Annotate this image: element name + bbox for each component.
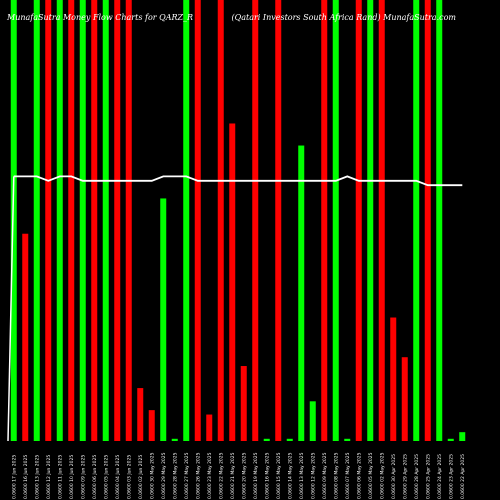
x-tick-label: 0.0600 05 May 2025 (368, 452, 374, 499)
bar-39 (459, 432, 466, 441)
bar-1 (22, 233, 29, 441)
bar-30 (355, 0, 362, 441)
x-tick-label: 0.0600 30 Apr 2025 (391, 454, 397, 499)
x-tick-label: 0.0600 16 May 2025 (264, 452, 270, 499)
x-tick-label: 0.0600 20 May 2025 (241, 452, 247, 499)
x-tick-label: 0.0600 29 Apr 2025 (402, 454, 408, 499)
money-flow-line-lead (7, 176, 15, 442)
bar-37 (436, 0, 443, 441)
x-tick-label: 0.0600 06 May 2025 (356, 452, 362, 499)
bar-17 (206, 414, 213, 441)
bar-6 (79, 0, 86, 441)
x-tick-label: 0.0600 30 May 2025 (149, 452, 155, 499)
x-tick-label: 0.0600 19 May 2025 (253, 452, 259, 499)
bar-16 (194, 0, 201, 441)
x-tick-label: 0.0600 04 Jun 2025 (115, 455, 121, 499)
x-tick-label: 0.0600 28 May 2025 (172, 452, 178, 499)
x-tick-label: 0.0600 10 Jun 2025 (69, 455, 75, 499)
bar-12 (148, 410, 155, 441)
bar-10 (125, 0, 132, 441)
bar-0 (10, 0, 17, 441)
bar-15 (183, 0, 190, 441)
bar-9 (114, 0, 121, 441)
bar-4 (56, 0, 63, 441)
bar-7 (91, 0, 98, 441)
bar-18 (217, 0, 224, 441)
x-tick-label: 0.0600 12 Jun 2025 (46, 455, 52, 499)
x-tick-label: 0.0600 07 May 2025 (345, 452, 351, 499)
bar-23 (275, 0, 282, 441)
bar-28 (332, 0, 339, 441)
bar-22 (263, 438, 270, 441)
bar-14 (171, 438, 178, 441)
x-tick-label: 0.0600 05 Jun 2025 (103, 455, 109, 499)
x-tick-label: 0.0600 24 Apr 2025 (437, 454, 443, 499)
line-group (7, 175, 463, 442)
x-tick-label: 0.0600 17 Jun 2025 (11, 455, 17, 499)
x-tick-label: 0.0600 25 Apr 2025 (425, 454, 431, 499)
bar-36 (424, 0, 431, 441)
x-tick-label: 0.0600 16 Jun 2025 (23, 455, 29, 499)
bar-8 (102, 0, 109, 441)
bar-21 (252, 0, 259, 441)
bar-13 (160, 198, 167, 441)
bar-35 (413, 0, 420, 441)
chart-title: MunafaSutra Money Flow Charts for QARZ_R (7, 13, 194, 22)
bar-20 (240, 366, 247, 441)
chart-subtitle: (Qatari Investors South Africa Rand) Mun… (231, 13, 456, 22)
bar-3 (45, 0, 52, 441)
bar-11 (137, 388, 144, 441)
bar-33 (390, 317, 397, 441)
x-tick-label: 0.0600 21 May 2025 (230, 452, 236, 499)
x-tick-label: 0.0600 09 May 2025 (322, 452, 328, 499)
bar-27 (321, 0, 328, 441)
bar-25 (298, 145, 305, 441)
x-tick-label: 0.0600 23 Apr 2025 (448, 454, 454, 499)
x-tick-label: 0.0600 27 May 2025 (184, 452, 190, 499)
bar-24 (286, 438, 293, 441)
x-tick-label: 0.0600 23 May 2025 (207, 452, 213, 499)
bar-19 (229, 123, 236, 441)
money-flow-line (13, 175, 463, 187)
x-tick-label: 0.0600 26 May 2025 (195, 452, 201, 499)
x-axis-labels: 0.0600 17 Jun 2025 0.0600 16 Jun 2025 0.06… (11, 452, 466, 499)
bar-32 (378, 0, 385, 441)
x-tick-label: 0.0600 22 May 2025 (218, 452, 224, 499)
bar-34 (401, 357, 408, 441)
x-tick-label: 0.0600 06 Jun 2025 (92, 455, 98, 499)
bar-2 (33, 0, 40, 441)
bar-group (10, 0, 466, 441)
x-tick-label: 0.0600 13 Jun 2025 (34, 455, 40, 499)
x-tick-label: 0.0600 15 May 2025 (276, 452, 282, 499)
x-tick-label: 0.0600 22 Apr 2025 (460, 454, 466, 499)
x-tick-label: 0.0600 08 May 2025 (333, 452, 339, 499)
bar-5 (68, 0, 75, 441)
x-tick-label: 0.0600 12 May 2025 (310, 452, 316, 499)
x-tick-label: 0.0600 13 May 2025 (299, 452, 305, 499)
x-tick-label: 0.0600 11 Jun 2025 (57, 455, 63, 499)
x-tick-label: 0.0600 02 Jun 2025 (138, 455, 144, 499)
x-tick-label: 0.0600 09 Jun 2025 (80, 455, 86, 499)
x-tick-label: 0.0600 03 Jun 2025 (126, 455, 132, 499)
x-tick-label: 0.0600 29 May 2025 (161, 452, 167, 499)
x-tick-label: 0.0600 28 Apr 2025 (414, 454, 420, 499)
bar-29 (344, 438, 351, 441)
bar-26 (309, 401, 316, 441)
x-tick-label: 0.0600 02 May 2025 (379, 452, 385, 499)
bar-38 (447, 438, 454, 441)
x-tick-label: 0.0600 14 May 2025 (287, 452, 293, 499)
bar-31 (367, 0, 374, 441)
